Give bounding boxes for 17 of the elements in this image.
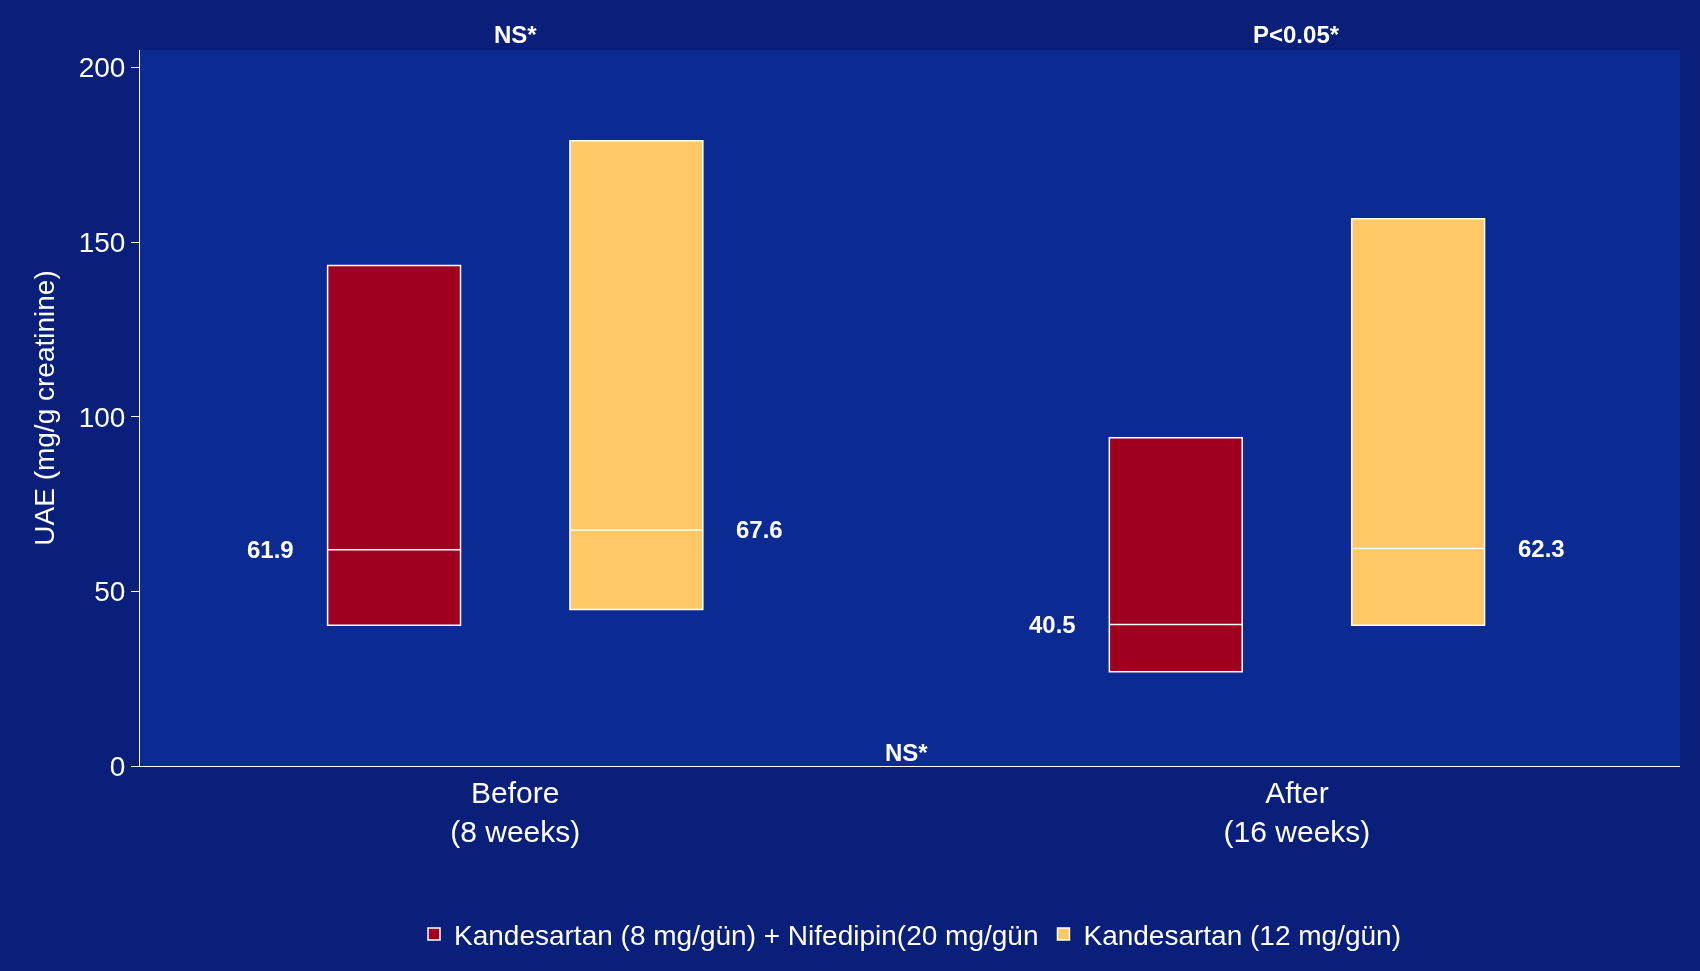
text: 67.6: [736, 516, 783, 543]
y-tick-label: 200: [78, 52, 126, 84]
text: P<0.05*: [1253, 21, 1340, 48]
y-tick-label: 0: [109, 750, 126, 782]
y-tick-label: 100: [78, 401, 126, 433]
text: 62.3: [1518, 535, 1565, 562]
y-tick-label: 50: [94, 576, 126, 608]
annotation: NS*: [885, 739, 929, 766]
legend-label: Kandesartan (12 mg/gün): [1083, 919, 1401, 951]
x-tick-label: Before (8 weeks): [450, 776, 581, 848]
text: NS*: [494, 21, 538, 48]
text: 61.9: [247, 536, 294, 563]
y-tick-label: 150: [78, 226, 126, 258]
y-axis-title: UAE (mg/g creatinine): [29, 270, 61, 546]
legend-label: Kandesartan (8 mg/gün) + Nifedipin(20 mg/gün: [454, 919, 1039, 951]
x-tick-label: After (16 weeks): [1223, 776, 1371, 848]
text: 40.5: [1029, 611, 1076, 638]
